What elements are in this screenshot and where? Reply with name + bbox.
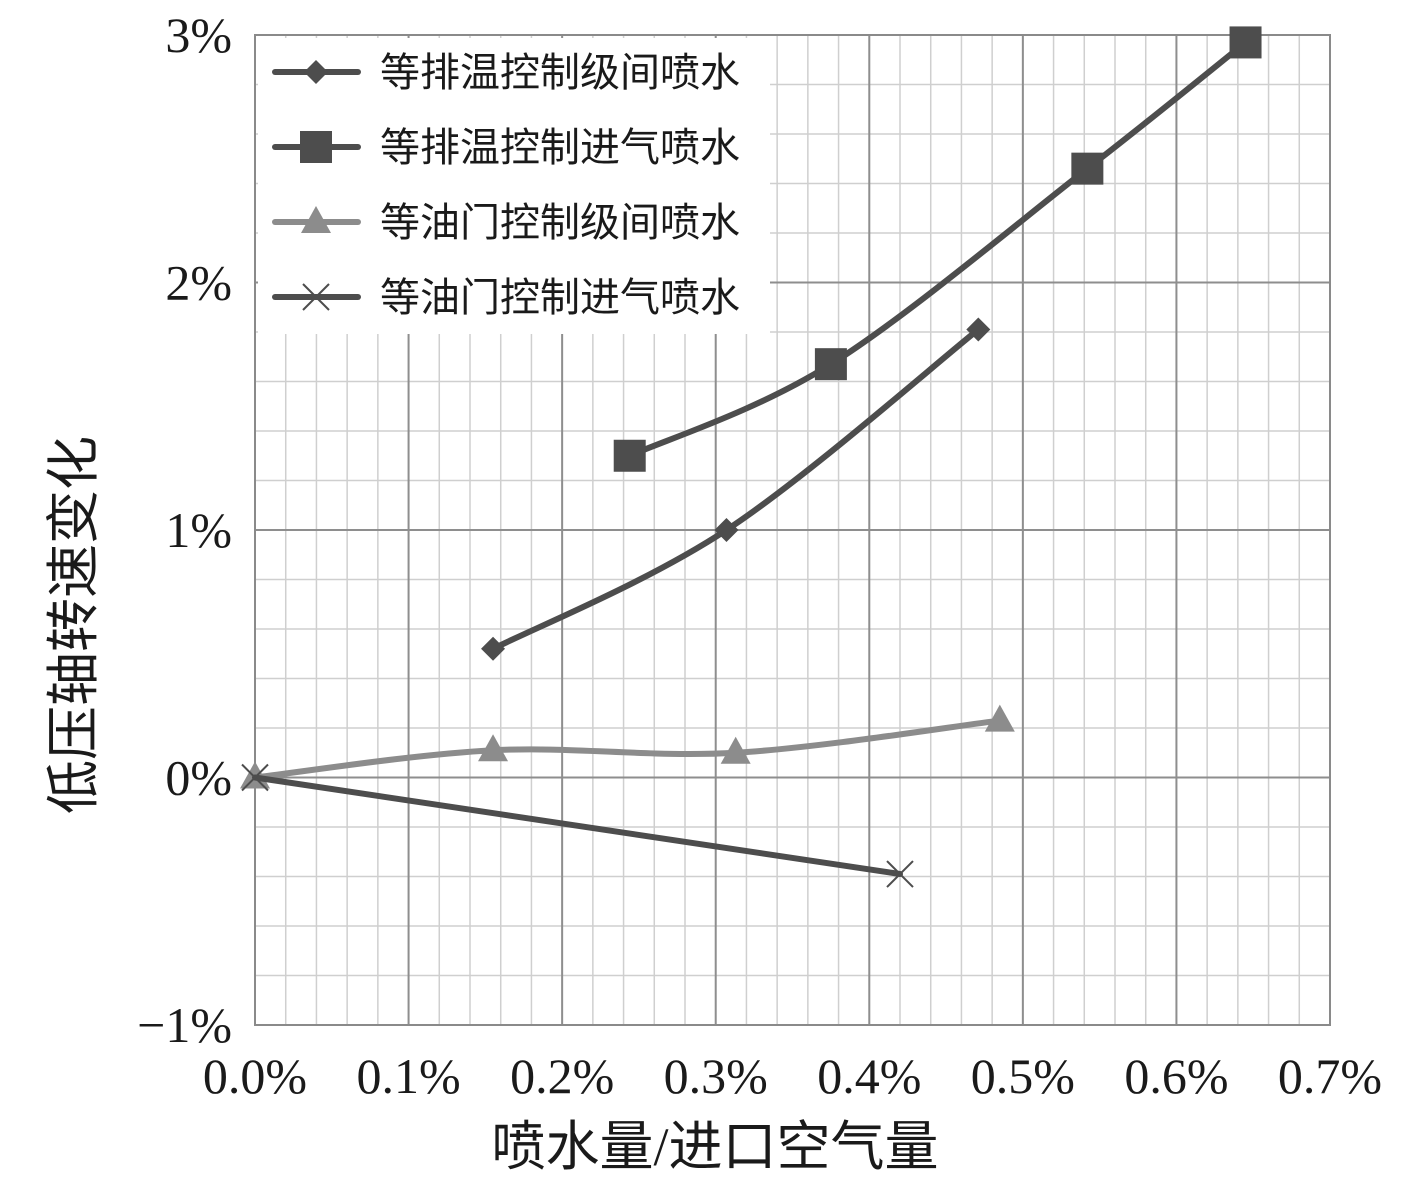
x-marker-stroke	[241, 763, 269, 792]
x-tick-label: 0.5%	[971, 1048, 1075, 1104]
legend-swatch-marker	[301, 206, 331, 233]
legend-label: 等排温控制进气喷水	[380, 125, 740, 170]
y-tick-label: 3%	[165, 7, 232, 63]
x-tick-label: 0.1%	[356, 1048, 460, 1104]
series-line	[252, 717, 1003, 781]
series-layer	[240, 26, 1262, 888]
legend-swatch-marker	[302, 283, 330, 311]
plot-frame	[254, 34, 1331, 1026]
tick-labels: 0.0% 0.1% 0.2% 0.3% 0.4% 0.5% 0.6% 0.7% −1% 0% 1% 2…	[137, 7, 1382, 1104]
data-point	[241, 763, 269, 792]
x-tick-label: 0.4%	[817, 1048, 921, 1104]
data-point	[966, 317, 991, 342]
legend-swatch-marker	[300, 131, 332, 163]
data-point	[714, 518, 739, 542]
data-point	[886, 860, 914, 888]
y-tick-label: 0%	[165, 750, 232, 806]
legend-swatch-marker	[304, 60, 328, 84]
x-axis-title: 喷水量/进口空气量	[491, 1117, 938, 1177]
series-line	[626, 39, 1249, 459]
legend-label: 等排温控制级间喷水	[380, 50, 740, 95]
legend-entry: 等油门控制级间喷水	[272, 200, 740, 245]
y-axis-title: 低压轴转速变化	[44, 436, 104, 814]
x-tick-label: 0.3%	[664, 1048, 768, 1104]
data-point	[478, 734, 509, 762]
series-1	[481, 317, 991, 661]
legend-entry: 等油门控制进气喷水	[272, 275, 740, 320]
x-tick-label: 0.0%	[203, 1048, 307, 1104]
y-tick-label: 2%	[165, 255, 232, 311]
series-line	[252, 774, 903, 878]
series-2	[613, 26, 1262, 472]
legend-box	[258, 38, 770, 334]
legend-label: 等油门控制进气喷水	[380, 275, 740, 320]
x-tick-label: 0.2%	[510, 1048, 614, 1104]
data-point	[613, 439, 646, 472]
x-marker-stroke	[302, 283, 330, 311]
data-point	[1229, 26, 1262, 59]
data-point	[814, 348, 847, 381]
legend-entry: 等排温控制进气喷水	[272, 125, 740, 170]
data-point	[481, 636, 506, 661]
legend-entry: 等排温控制级间喷水	[272, 50, 740, 95]
y-tick-label: −1%	[137, 997, 232, 1053]
data-point	[1071, 152, 1104, 185]
series-3	[240, 704, 1015, 789]
x-marker-stroke	[886, 860, 914, 888]
data-point	[720, 736, 751, 764]
legend-label: 等油门控制级间喷水	[380, 200, 740, 245]
series-4	[241, 763, 914, 888]
y-tick-label: 1%	[165, 502, 232, 558]
data-point	[984, 704, 1015, 732]
x-tick-label: 0.6%	[1124, 1048, 1228, 1104]
x-tick-label: 0.7%	[1278, 1048, 1382, 1104]
